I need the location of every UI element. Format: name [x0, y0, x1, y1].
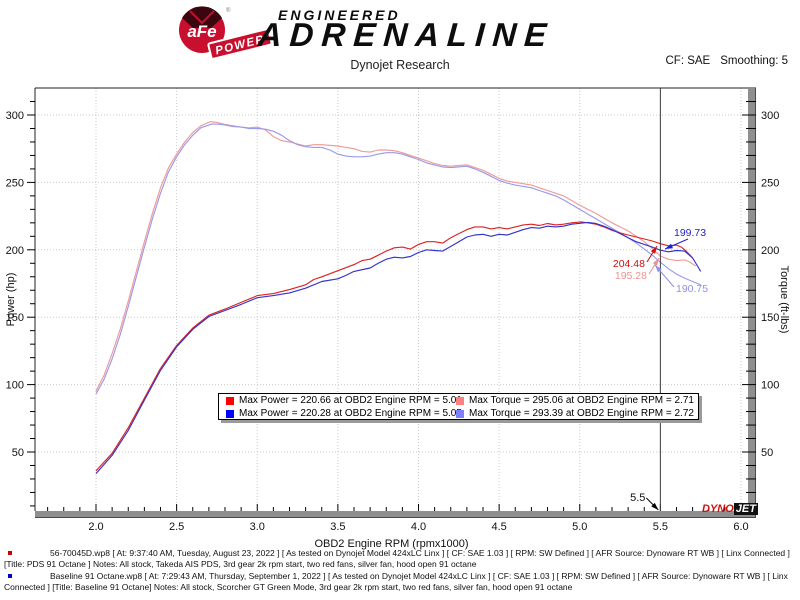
svg-text:100: 100 — [761, 380, 779, 392]
smoothing-label: Smoothing: 5 — [720, 55, 788, 67]
value-callout: 190.75 — [676, 283, 708, 295]
brand-engineered: ENGINEERED — [278, 7, 401, 23]
cf-label: CF: SAE — [665, 55, 711, 67]
run-note-2: Baseline 91 Octane.wp8 [ At: 7:29:43 AM,… — [4, 571, 796, 592]
svg-text:300: 300 — [761, 110, 779, 122]
run-note-1: 56-70045D.wp8 [ At: 9:37:40 AM, Tuesday,… — [4, 548, 796, 569]
legend-item: Max Power = 220.28 at OBD2 Engine RPM = … — [226, 408, 462, 419]
run2-description: Baseline 91 Octane.wp8 [ At: 7:29:43 AM,… — [4, 571, 788, 592]
legend-item: Max Torque = 293.39 at OBD2 Engine RPM =… — [456, 408, 698, 419]
svg-text:50: 50 — [761, 447, 773, 459]
series-swatch — [456, 409, 464, 418]
legend-item: Max Torque = 295.06 at OBD2 Engine RPM =… — [456, 395, 698, 406]
curve — [95, 123, 701, 395]
svg-text:Power (hp): Power (hp) — [5, 273, 17, 327]
run-notes: 56-70045D.wp8 [ At: 9:37:40 AM, Tuesday,… — [0, 548, 800, 594]
svg-text:2.5: 2.5 — [169, 521, 184, 533]
correction-smoothing-info: CF: SAE Smoothing: 5 — [656, 55, 789, 67]
svg-text:250: 250 — [6, 177, 24, 189]
curve — [95, 121, 697, 392]
chart-subtitle: Dynojet Research — [350, 58, 450, 72]
curve — [95, 221, 694, 472]
svg-text:3.5: 3.5 — [330, 521, 345, 533]
legend-label: Max Power = 220.28 at OBD2 Engine RPM = … — [239, 408, 462, 419]
svg-text:®: ® — [226, 7, 231, 14]
svg-text:150: 150 — [6, 312, 24, 324]
value-callout: 204.48 — [613, 258, 645, 270]
afe-power-logo: aFe ® POWER — [179, 6, 273, 60]
value-callout: 199.73 — [674, 227, 706, 239]
svg-text:200: 200 — [6, 245, 24, 257]
svg-text:50: 50 — [12, 447, 24, 459]
svg-text:3.0: 3.0 — [250, 521, 265, 533]
svg-text:Torque (ft-lbs): Torque (ft-lbs) — [778, 266, 790, 334]
run1-description: 56-70045D.wp8 [ At: 9:37:40 AM, Tuesday,… — [4, 548, 790, 569]
svg-text:300: 300 — [6, 110, 24, 122]
svg-text:aFe: aFe — [187, 22, 216, 41]
value-callout: 195.28 — [615, 270, 647, 282]
series-swatch — [226, 396, 234, 405]
svg-text:200: 200 — [761, 245, 779, 257]
cursor-label: 5.5 — [630, 492, 645, 504]
run1-color-bullet — [8, 551, 12, 555]
series-swatch — [226, 409, 234, 418]
chart-legend: Max Power = 220.66 at OBD2 Engine RPM = … — [218, 393, 699, 420]
legend-label: Max Torque = 295.06 at OBD2 Engine RPM =… — [469, 395, 694, 406]
svg-text:5.5: 5.5 — [653, 521, 668, 533]
svg-text:6.0: 6.0 — [733, 521, 748, 533]
svg-text:4.5: 4.5 — [491, 521, 506, 533]
svg-text:OBD2 Engine RPM (rpmx1000): OBD2 Engine RPM (rpmx1000) — [314, 538, 468, 550]
legend-label: Max Torque = 293.39 at OBD2 Engine RPM =… — [469, 408, 694, 419]
svg-text:2.0: 2.0 — [88, 521, 103, 533]
series-swatch — [456, 396, 464, 405]
dynojet-logo: DYNO JET — [702, 503, 758, 515]
svg-text:5.0: 5.0 — [572, 521, 587, 533]
svg-text:150: 150 — [761, 312, 779, 324]
run2-color-bullet — [8, 574, 12, 578]
legend-label: Max Power = 220.66 at OBD2 Engine RPM = … — [239, 395, 462, 406]
svg-text:100: 100 — [6, 380, 24, 392]
svg-text:250: 250 — [761, 177, 779, 189]
curve — [95, 221, 702, 474]
svg-text:4.0: 4.0 — [411, 521, 426, 533]
legend-item: Max Power = 220.66 at OBD2 Engine RPM = … — [226, 395, 462, 406]
